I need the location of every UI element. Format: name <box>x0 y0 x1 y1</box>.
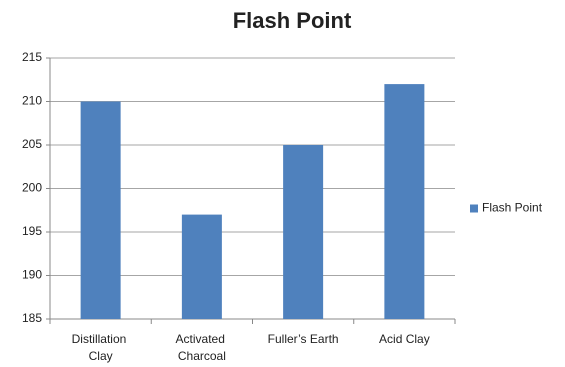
bar <box>181 214 222 319</box>
y-tick-label: 190 <box>22 268 42 282</box>
x-tick-label: Activated Charcoal <box>176 332 229 363</box>
bar <box>283 145 324 319</box>
x-tick-label: Acid Clay <box>379 332 430 346</box>
y-tick-label: 205 <box>22 137 42 151</box>
legend-label: Flash Point <box>482 201 543 215</box>
chart-title: Flash Point <box>233 8 352 33</box>
x-tick-label: Distillation Clay <box>72 332 130 363</box>
x-tick-label: Fuller’s Earth <box>268 332 339 346</box>
y-tick-label: 185 <box>22 311 42 325</box>
y-tick-label: 210 <box>22 94 42 108</box>
y-tick-label: 195 <box>22 224 42 238</box>
y-tick-label: 200 <box>22 181 42 195</box>
bar <box>80 101 121 319</box>
bar <box>384 84 425 319</box>
legend-swatch <box>470 204 478 213</box>
y-tick-label: 215 <box>22 50 42 64</box>
